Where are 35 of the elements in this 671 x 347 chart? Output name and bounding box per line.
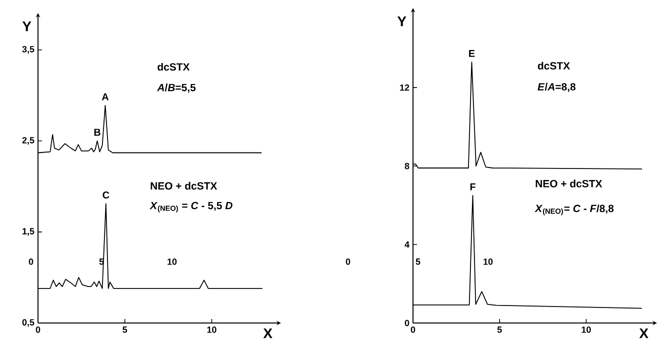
x-tick-label: 10 [207,326,216,333]
x-tick-label: 0 [410,326,416,333]
x2-tick-label: 10 [168,258,177,265]
y-tick-label: 12 [400,84,410,91]
annotation: dcSTX [158,62,190,71]
annotation: X$_{(NEO)}$ = C - 5,5 D [150,202,232,212]
annotation: dcSTX [538,62,570,70]
x2-tick-label: 0 [346,258,350,265]
annotation: F [470,183,476,190]
annotation: B [94,128,100,136]
y-axis-title: Y [22,22,32,32]
y-axis-title: Y [397,16,406,26]
annotation: NEO + dcSTX [150,182,218,190]
y-tick-label: 3,5 [22,46,34,54]
x-tick-label: 5 [122,326,128,333]
x-tick-label: 5 [497,326,502,333]
y-tick-label: 1,5 [22,228,34,236]
x-axis-title: X [263,328,272,338]
y-tick-label: 8 [404,162,410,170]
annotation: NEO + dcSTX [536,180,602,188]
annotation: X$_{(NEO)}$= C - F/8,8 [534,204,614,216]
x2-tick-label: 10 [484,258,493,265]
annotation: E/A=8,8 [538,82,576,92]
annotation: C [102,192,110,199]
y-tick-label: 2,5 [22,137,34,145]
y-tick-label: 0,5 [22,319,34,327]
x-tick-label: 0 [36,326,40,333]
annotation: E [469,50,475,57]
x-tick-label: 10 [582,326,591,333]
x-axis-title: X [639,328,648,338]
y-tick-label: 4 [404,241,410,248]
annotation: A/B=5,5 [156,84,196,93]
annotation: A [102,93,109,100]
x2-tick-label: 5 [416,258,420,265]
y-tick-label: 0 [404,320,410,326]
